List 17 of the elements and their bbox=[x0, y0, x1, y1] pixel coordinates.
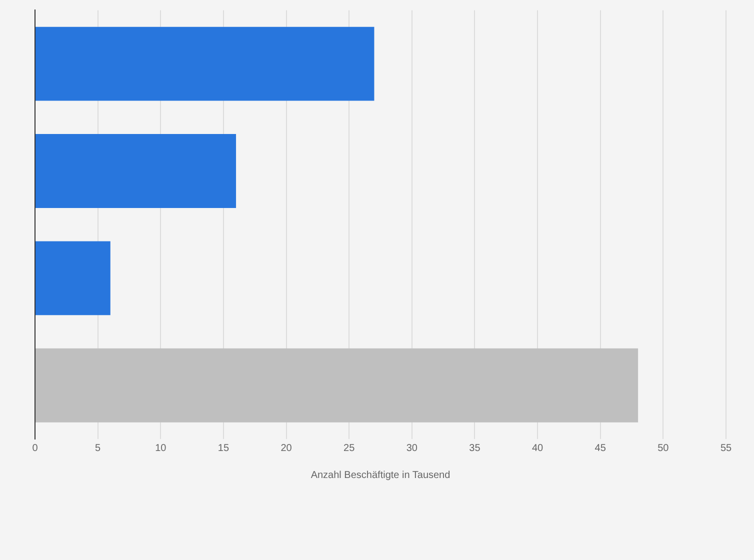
x-tick-label: 25 bbox=[344, 442, 356, 454]
x-tick-label: 0 bbox=[32, 442, 38, 454]
x-tick-label: 15 bbox=[218, 442, 230, 454]
x-tick-label: 55 bbox=[720, 442, 732, 454]
x-tick-label: 20 bbox=[280, 442, 292, 454]
bar bbox=[36, 134, 236, 208]
bar bbox=[36, 241, 110, 316]
x-tick-label: 40 bbox=[532, 442, 544, 454]
x-tick-label: 10 bbox=[155, 442, 167, 454]
bar bbox=[36, 348, 638, 422]
bar bbox=[36, 26, 374, 101]
x-tick-label: 45 bbox=[594, 442, 606, 454]
x-tick-label: 5 bbox=[95, 442, 102, 454]
x-tick-label: 50 bbox=[658, 442, 670, 454]
x-tick-label: 30 bbox=[406, 442, 418, 454]
x-axis-title: Anzahl Beschäftigte in Tausend bbox=[310, 470, 450, 481]
x-tick-label: 35 bbox=[469, 442, 481, 454]
